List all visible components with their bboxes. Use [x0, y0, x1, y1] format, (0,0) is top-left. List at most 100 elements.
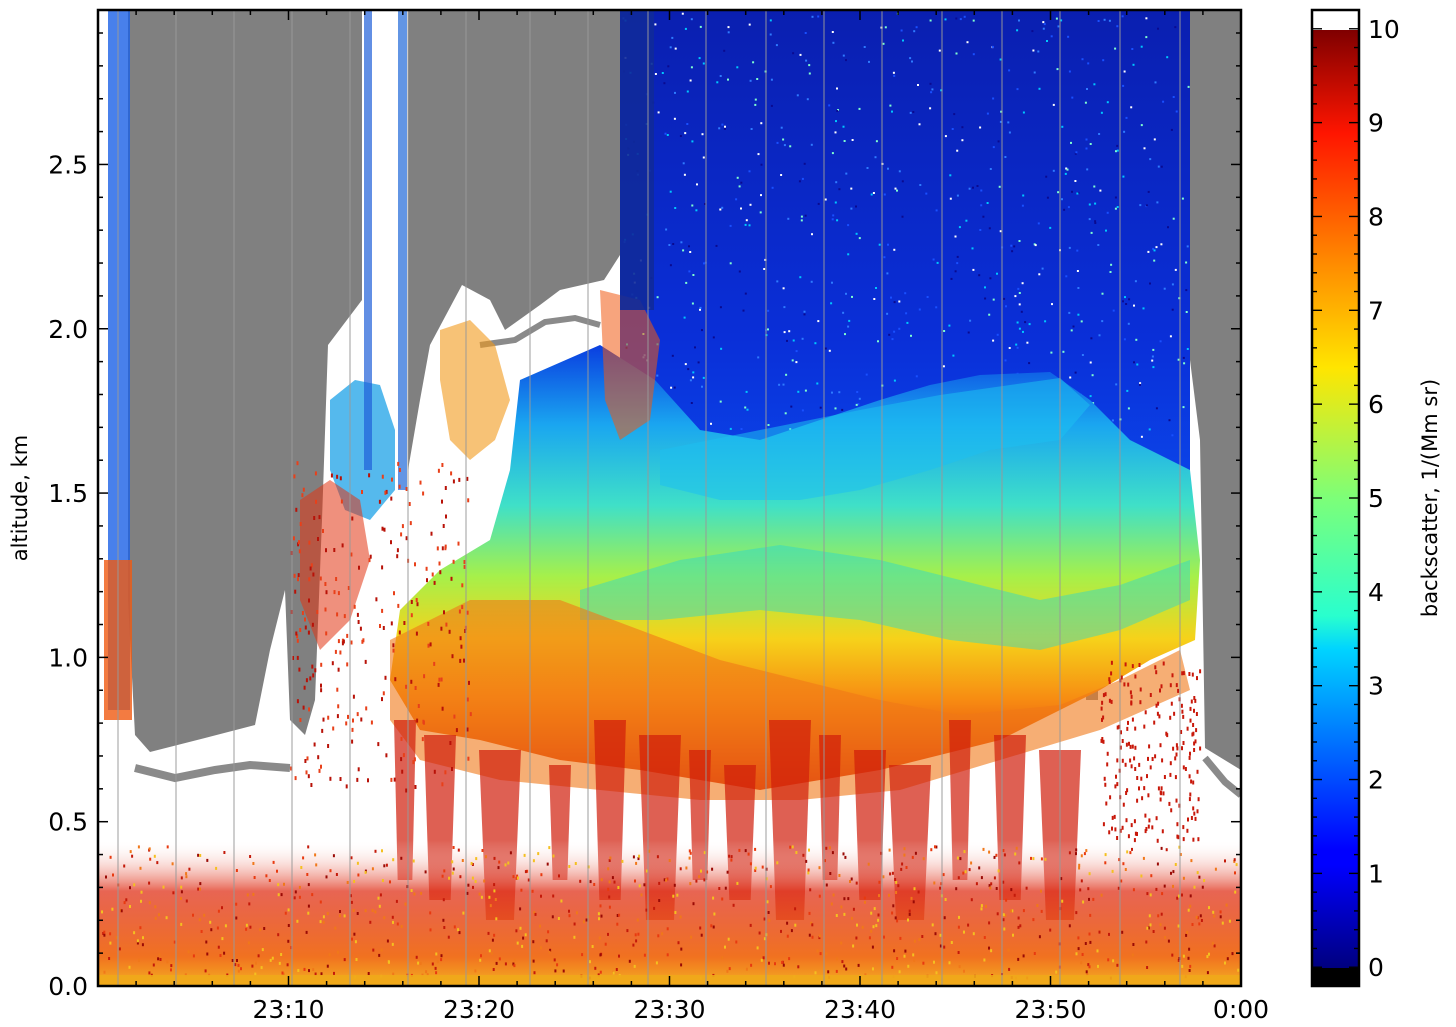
speckle [871, 945, 874, 949]
speckle [898, 300, 901, 303]
speckle [912, 900, 915, 904]
speckle [1153, 138, 1156, 141]
speckle [249, 855, 252, 858]
speckle [1196, 676, 1198, 681]
speckle [1184, 767, 1187, 771]
speckle [1061, 899, 1064, 903]
speckle [889, 104, 892, 107]
speckle [272, 860, 275, 864]
speckle [303, 967, 306, 971]
speckle [493, 933, 496, 937]
speckle [1077, 313, 1080, 316]
speckle [680, 947, 683, 951]
speckle [688, 856, 691, 860]
speckle [890, 296, 892, 299]
colorbar-tick-label: 2 [1368, 766, 1384, 795]
speckle [1008, 967, 1011, 971]
speckle [474, 880, 477, 883]
speckle [1007, 948, 1010, 952]
speckle [335, 873, 338, 876]
speckle [1110, 660, 1113, 665]
speckle [841, 408, 844, 411]
speckle [1195, 728, 1198, 733]
speckle [297, 573, 300, 578]
speckle [1172, 217, 1175, 220]
speckle [1022, 909, 1025, 913]
speckle [1233, 859, 1236, 863]
speckle [744, 849, 747, 853]
speckle [1189, 718, 1192, 723]
speckle [552, 894, 555, 898]
speckle [1203, 879, 1206, 882]
speckle [887, 243, 889, 246]
speckle [103, 933, 106, 937]
speckle [677, 941, 680, 945]
speckle [540, 894, 542, 898]
cloud-patch-mid [440, 320, 510, 460]
speckle [911, 60, 913, 63]
speckle [744, 406, 747, 409]
speckle [645, 908, 648, 912]
speckle [325, 590, 328, 595]
speckle [1149, 765, 1152, 770]
speckle [409, 521, 412, 526]
speckle [377, 896, 380, 900]
speckle [1098, 334, 1101, 337]
speckle [401, 524, 404, 529]
speckle [286, 963, 289, 967]
speckle [1116, 758, 1119, 763]
speckle [442, 524, 445, 528]
speckle [433, 769, 436, 774]
speckle [322, 717, 325, 722]
speckle [918, 938, 921, 942]
speckle [546, 862, 549, 866]
speckle [310, 783, 313, 787]
speckle [658, 899, 661, 902]
speckle [287, 908, 290, 912]
speckle [336, 612, 339, 617]
speckle [1228, 919, 1231, 923]
speckle [635, 861, 638, 865]
speckle [809, 888, 812, 892]
speckle [684, 363, 687, 366]
speckle [306, 873, 309, 876]
speckle [803, 162, 806, 165]
speckle [205, 940, 208, 944]
speckle [261, 948, 264, 952]
speckle [199, 887, 201, 891]
speckle [374, 849, 377, 853]
speckle [1011, 250, 1014, 253]
colorbar-tick-label: 7 [1368, 296, 1384, 325]
speckle [804, 32, 807, 34]
speckle [386, 939, 389, 943]
speckle [305, 678, 308, 683]
speckle [1160, 846, 1163, 850]
speckle [351, 727, 354, 732]
speckle [930, 91, 933, 94]
speckle [1134, 280, 1137, 283]
speckle [1105, 229, 1107, 232]
speckle [1076, 270, 1079, 272]
colorbar-over [1312, 10, 1359, 30]
speckle [1127, 834, 1130, 839]
speckle [307, 883, 310, 887]
speckle [324, 582, 327, 586]
speckle [1224, 961, 1226, 965]
speckle [774, 962, 776, 966]
speckle [1147, 756, 1149, 761]
y-tick-label: 2.5 [48, 150, 88, 179]
speckle [1080, 320, 1083, 323]
speckle [1092, 897, 1095, 901]
speckle [996, 912, 999, 916]
speckle [355, 958, 358, 961]
speckle [984, 297, 987, 300]
speckle [803, 310, 806, 313]
speckle [381, 474, 384, 479]
speckle [943, 330, 946, 332]
speckle [1104, 782, 1107, 787]
speckle [421, 737, 424, 742]
speckle [814, 971, 817, 975]
speckle [410, 600, 413, 604]
speckle [1016, 88, 1019, 91]
speckle [364, 870, 367, 874]
